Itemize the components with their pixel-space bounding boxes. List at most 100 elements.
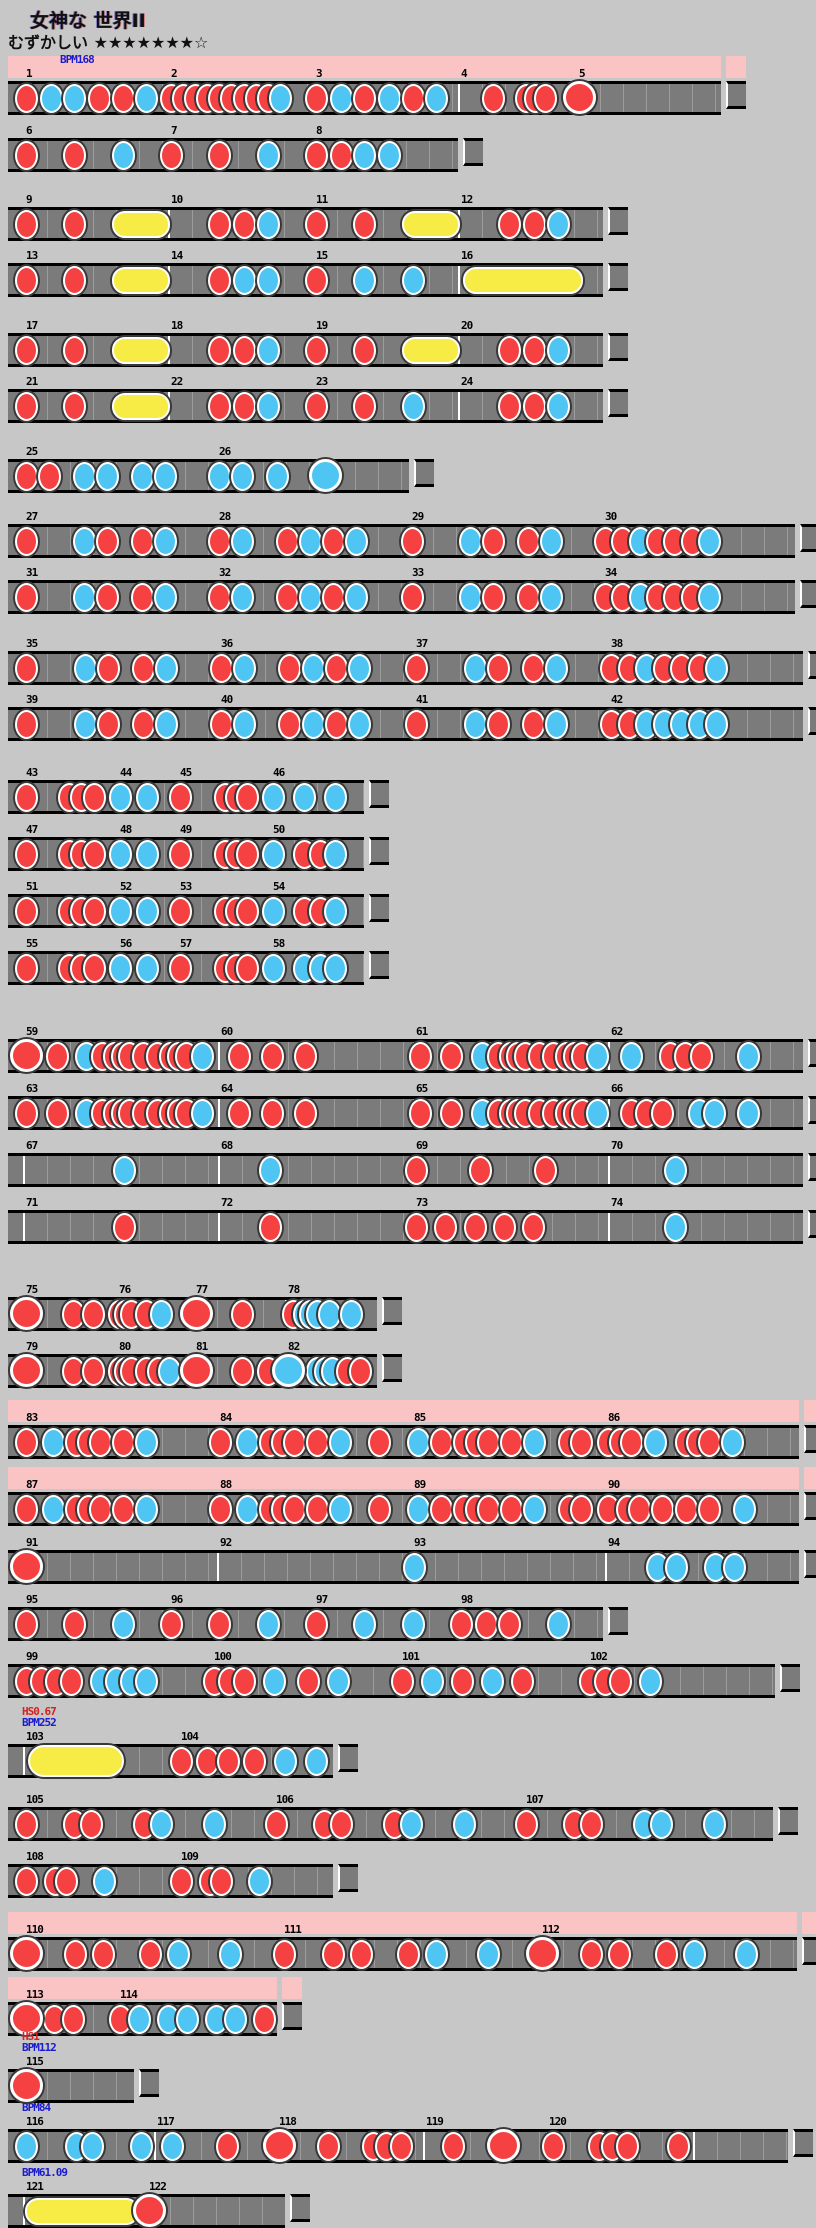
note-don: [227, 1042, 251, 1071]
note-don: [169, 954, 192, 983]
measure-number: 60: [221, 1025, 233, 1038]
measure: 8: [305, 125, 458, 170]
note-ka: [176, 2005, 200, 2034]
row-tail: [282, 2002, 302, 2030]
note-don: [38, 462, 62, 491]
note-don: [329, 141, 353, 170]
note-ka: [324, 783, 348, 812]
note-ka: [702, 1810, 726, 1839]
note-don: [580, 1810, 603, 1839]
note-track: 25 26: [8, 446, 409, 493]
note-don: [207, 392, 231, 421]
note-ka: [425, 1940, 449, 1969]
note-don-big: [10, 1297, 43, 1330]
note-don: [130, 527, 154, 556]
measure: 31: [15, 567, 216, 612]
note-don: [82, 783, 106, 812]
measure-number: 111: [284, 1923, 302, 1936]
note-ka: [202, 1810, 226, 1839]
note-don: [15, 141, 38, 170]
note-don-big: [180, 1297, 213, 1330]
note-don: [511, 1667, 535, 1696]
note-don: [207, 210, 231, 239]
note-ka: [73, 710, 97, 739]
note-don: [569, 1428, 593, 1457]
note-don: [434, 1213, 458, 1242]
measure: 28: [208, 511, 409, 556]
note-don: [651, 1495, 675, 1524]
note-don: [396, 1940, 420, 1969]
measure: 12: [458, 194, 603, 239]
note-don: [486, 710, 510, 739]
measure-number: 68: [221, 1139, 233, 1152]
measure: 111: [273, 1924, 539, 1969]
note-don-big: [10, 1937, 43, 1970]
note-don: [533, 84, 557, 113]
note-ka: [153, 583, 177, 612]
note-don: [15, 1610, 38, 1639]
note-don: [15, 840, 38, 869]
note-ka: [257, 1610, 281, 1639]
note-track: 43 44 45 46: [8, 767, 364, 814]
row-tail: [139, 2069, 159, 2097]
measure-number: 98: [461, 1593, 473, 1606]
note-track: 108 109: [8, 1851, 333, 1898]
measure: 121: [23, 2181, 146, 2225]
note-don: [608, 1940, 632, 1969]
note-ka: [348, 710, 372, 739]
note-don: [500, 1428, 523, 1457]
note-ka: [406, 1495, 430, 1524]
note-ka: [258, 1156, 282, 1185]
measure: 117: [154, 2116, 276, 2161]
note-don: [112, 84, 136, 113]
measure: 88: [209, 1479, 411, 1524]
measure-number: 20: [461, 319, 473, 332]
note-don: [169, 897, 192, 926]
note-ka: [262, 783, 285, 812]
note-don: [15, 1810, 38, 1839]
note-don: [440, 1042, 464, 1071]
note-ka: [732, 1495, 756, 1524]
note-ka: [236, 1428, 260, 1457]
note-ka: [324, 954, 348, 983]
note-don: [667, 2132, 691, 2161]
note-don: [62, 2005, 85, 2034]
note-ka: [301, 710, 325, 739]
bpm-label: BPM112: [22, 2041, 57, 2054]
measure: 85: [406, 1412, 605, 1457]
note-don: [390, 2132, 413, 2161]
note-don: [352, 84, 376, 113]
note-don: [253, 2005, 276, 2034]
row-tail: [793, 2129, 813, 2157]
measure-number: 91: [26, 1536, 38, 1549]
measure: 98: [450, 1594, 603, 1639]
note-don: [208, 527, 231, 556]
measure: 46: [262, 767, 364, 812]
note-don: [210, 710, 233, 739]
row-tail: [808, 707, 816, 735]
bpm-label: BPM61.09: [22, 2166, 68, 2179]
measure-number: 117: [157, 2115, 175, 2128]
note-track: 75 76 77 78: [8, 1284, 377, 1331]
note-don: [430, 1428, 454, 1457]
measure-number: 73: [416, 1196, 428, 1209]
note-ka: [539, 583, 563, 612]
note-ka: [150, 1810, 173, 1839]
measure-number: 75: [26, 1283, 38, 1296]
measure: 107: [515, 1794, 773, 1839]
note-track: 110 111 112: [8, 1924, 797, 1971]
note-track: 59 60 61 62: [8, 1026, 803, 1073]
drumroll: [112, 393, 170, 420]
measure-number: 57: [180, 937, 192, 950]
measure-number: 16: [461, 249, 473, 262]
song-title: 女神な 世界II: [30, 10, 146, 32]
measure: 119: [423, 2116, 546, 2162]
note-don: [207, 336, 231, 365]
measure-number: 3: [316, 67, 323, 80]
gogo-band: [726, 56, 746, 78]
note-don: [169, 783, 192, 812]
note-don: [516, 527, 540, 556]
row-tail: [802, 1937, 816, 1965]
measure-number: 4: [461, 67, 468, 80]
note-ka: [348, 654, 372, 683]
